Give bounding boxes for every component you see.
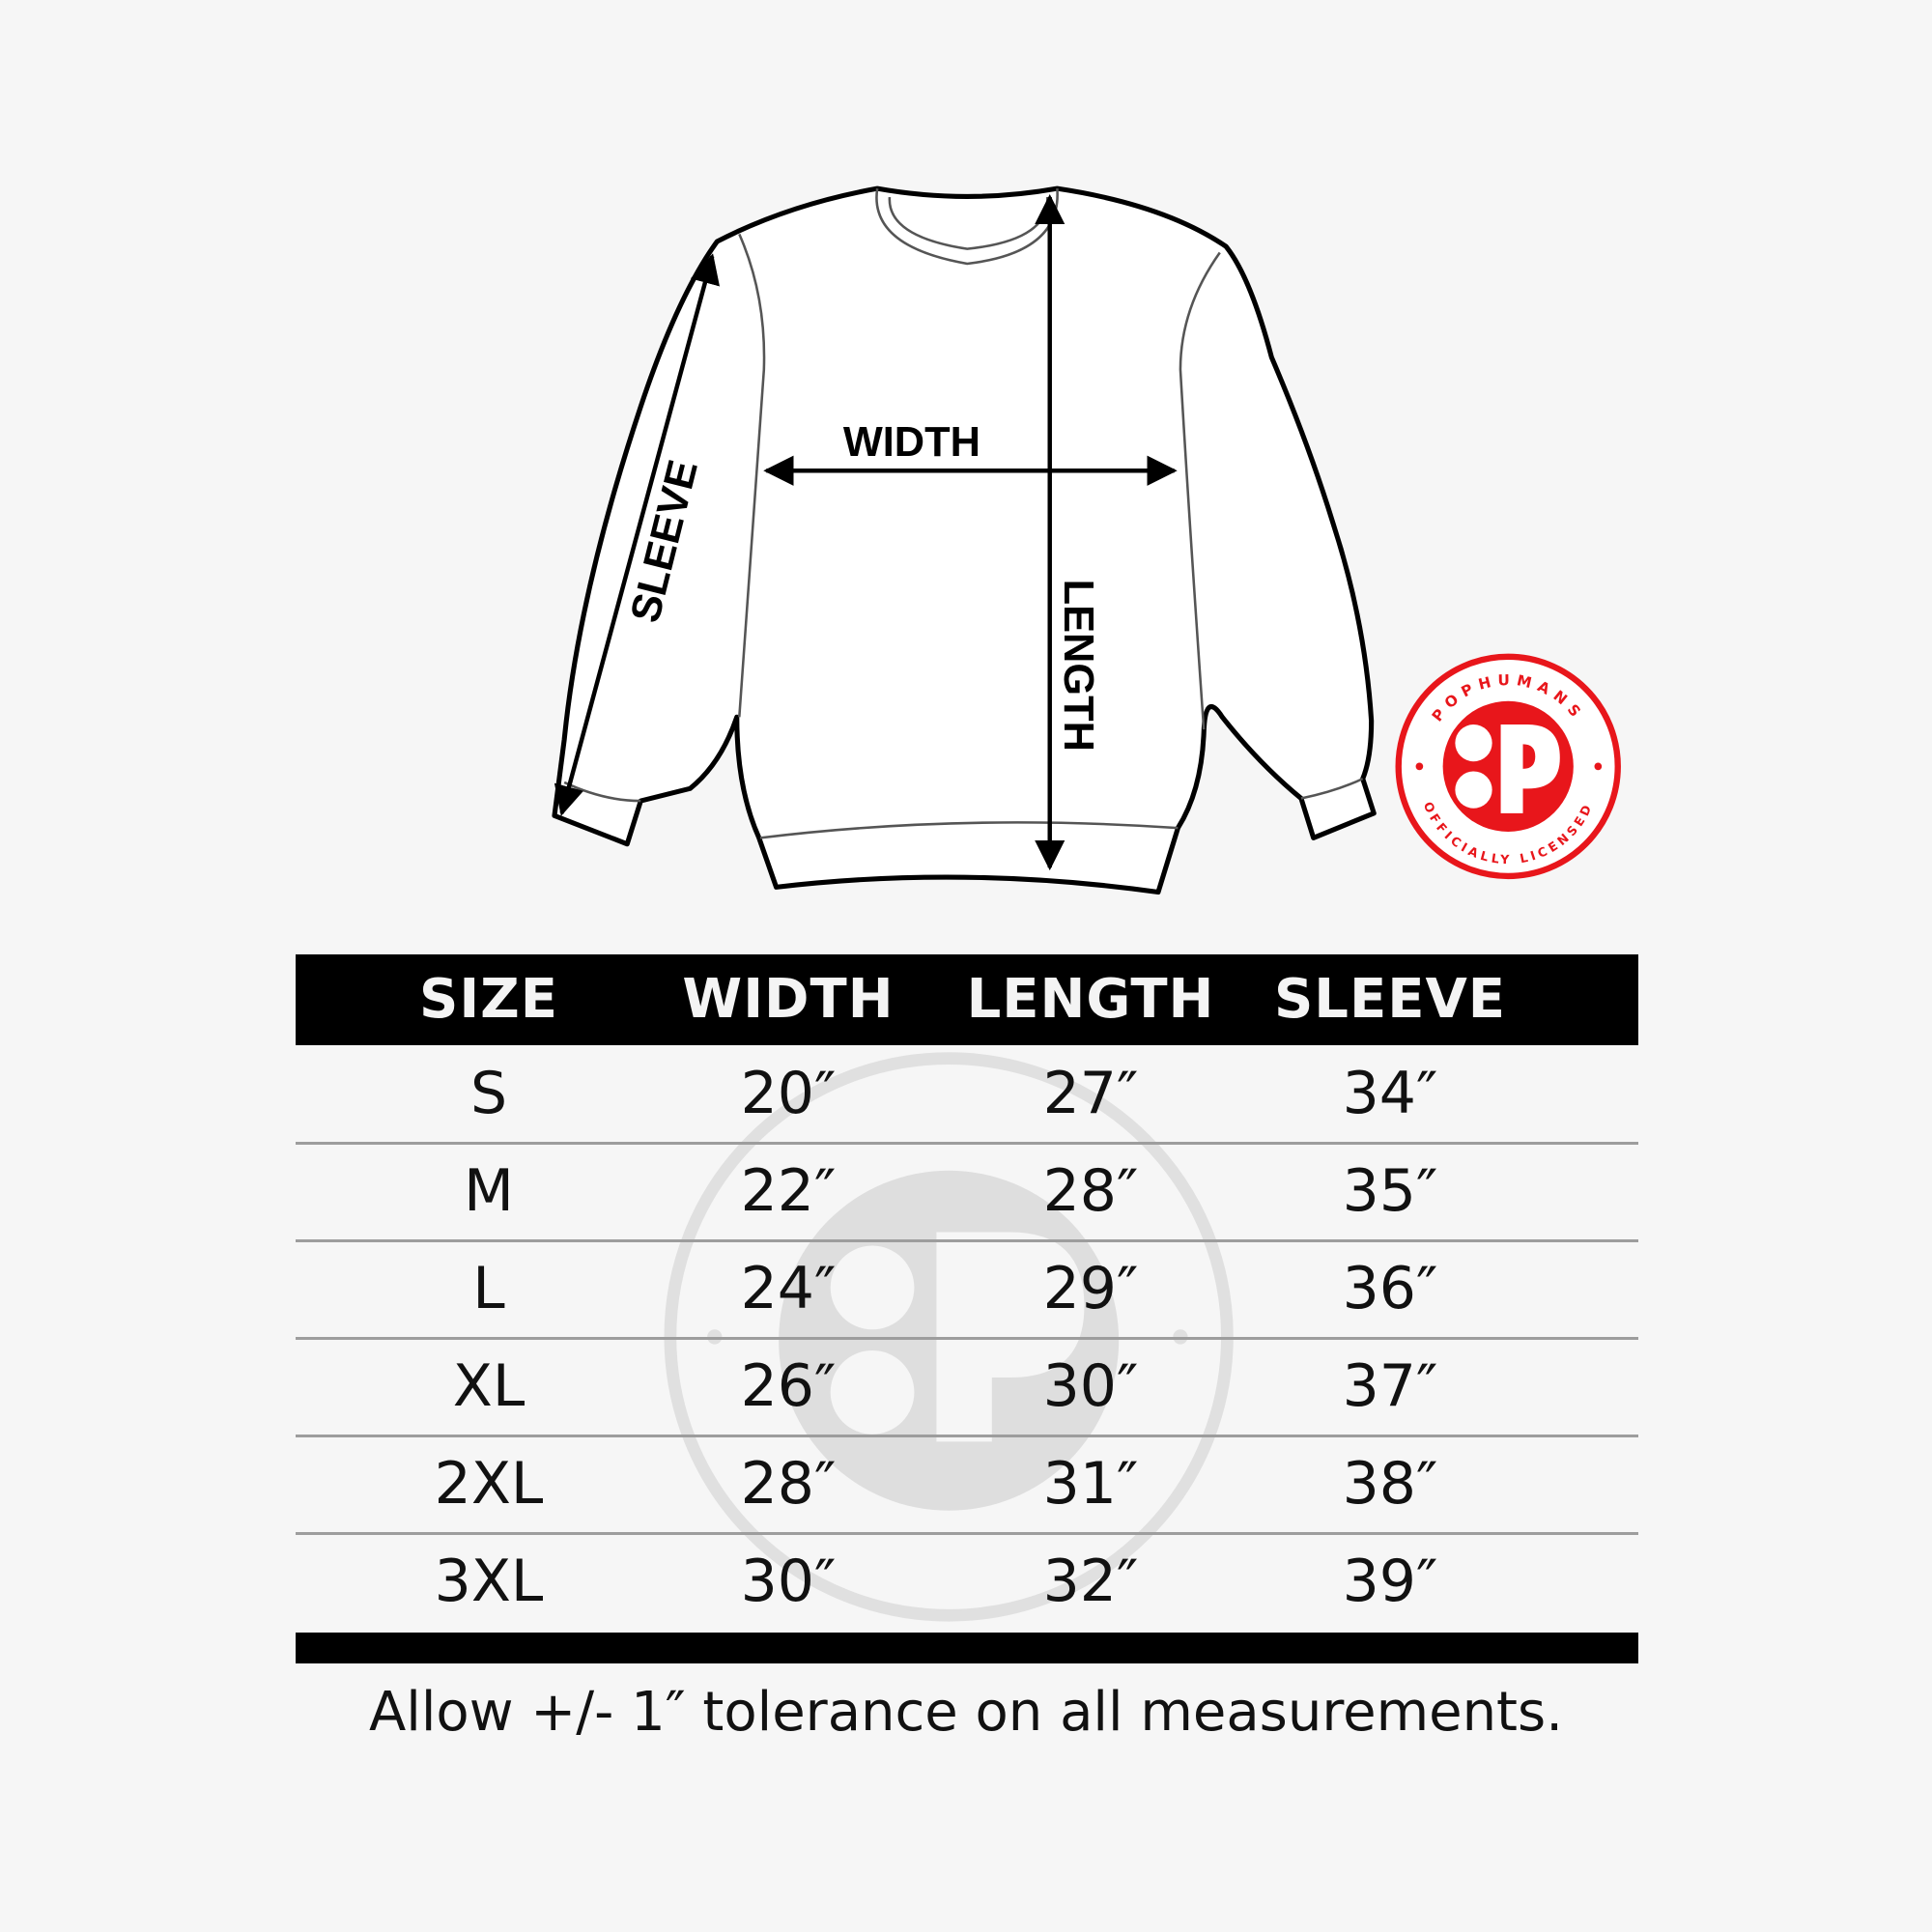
cell-size: S	[469, 1060, 508, 1127]
header-width: WIDTH	[682, 968, 895, 1031]
row-divider	[296, 1337, 1638, 1340]
table-bottom-bar	[296, 1633, 1638, 1663]
length-label: LENGTH	[1055, 580, 1101, 752]
header-length: LENGTH	[966, 968, 1215, 1031]
sleeve-arrow	[554, 253, 721, 816]
cell-length: 29″	[1042, 1255, 1139, 1322]
cell-size: 3XL	[434, 1548, 544, 1615]
cell-size: L	[472, 1255, 505, 1322]
cell-size: M	[464, 1157, 514, 1225]
cell-size: 2XL	[434, 1450, 544, 1518]
cell-length: 27″	[1042, 1060, 1139, 1127]
cell-sleeve: 36″	[1342, 1255, 1438, 1322]
header-size: SIZE	[418, 968, 559, 1031]
table-row: S 20″ 27″ 34″	[296, 1045, 1638, 1145]
cell-width: 22″	[740, 1157, 837, 1225]
cell-length: 30″	[1042, 1352, 1139, 1420]
cell-width: 24″	[740, 1255, 837, 1322]
table-row: L 24″ 29″ 36″	[296, 1240, 1638, 1340]
cell-size: XL	[452, 1352, 526, 1420]
cell-length: 31″	[1042, 1450, 1139, 1518]
table-row: XL 26″ 30″ 37″	[296, 1338, 1638, 1437]
header-sleeve: SLEEVE	[1273, 968, 1507, 1031]
pophumans-logo: POPHUMANS OFFICIALLY LICENSED	[1395, 653, 1621, 880]
watermark-logo	[664, 1052, 1234, 1622]
row-divider	[296, 1239, 1638, 1242]
row-divider	[296, 1435, 1638, 1437]
cell-width: 30″	[740, 1548, 837, 1615]
cell-length: 32″	[1042, 1548, 1139, 1615]
cell-sleeve: 38″	[1342, 1450, 1438, 1518]
cell-length: 28″	[1042, 1157, 1139, 1225]
row-divider	[296, 1142, 1638, 1145]
tolerance-note: Allow +/- 1″ tolerance on all measuremen…	[369, 1681, 1563, 1744]
cell-sleeve: 39″	[1342, 1548, 1438, 1615]
cell-sleeve: 35″	[1342, 1157, 1438, 1225]
cell-width: 20″	[740, 1060, 837, 1127]
table-row: M 22″ 28″ 35″	[296, 1143, 1638, 1242]
table-row: 2XL 28″ 31″ 38″	[296, 1435, 1638, 1535]
measurement-arrows	[554, 193, 1178, 871]
cell-width: 26″	[740, 1352, 837, 1420]
cell-sleeve: 37″	[1342, 1352, 1438, 1420]
size-table-header: SIZE WIDTH LENGTH SLEEVE	[296, 954, 1638, 1045]
table-row: 3XL 30″ 32″ 39″	[296, 1533, 1638, 1631]
width-label: WIDTH	[843, 419, 980, 466]
cell-width: 28″	[740, 1450, 837, 1518]
cell-sleeve: 34″	[1342, 1060, 1438, 1127]
row-divider	[296, 1532, 1638, 1535]
